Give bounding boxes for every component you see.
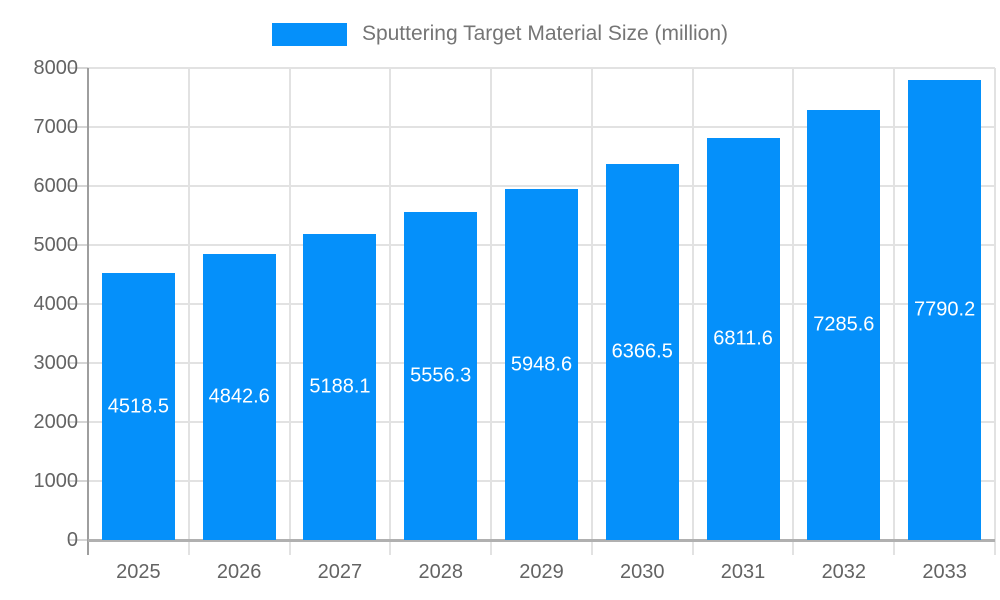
x-gridline (994, 68, 996, 540)
x-gridline (389, 68, 392, 540)
y-axis-tick-label: 8000 (33, 57, 79, 79)
bar[interactable] (101, 273, 175, 540)
legend-series-label: Sputtering Target Material Size (million… (361, 22, 729, 45)
y-axis-tick-label: 7000 (33, 116, 79, 138)
x-axis-tick (490, 540, 493, 555)
y-axis-line (87, 68, 89, 555)
x-axis-tick-label: 2025 (116, 561, 161, 583)
bar-value-label: 6811.6 (713, 327, 773, 350)
bar-value-label: 7285.6 (813, 313, 875, 336)
x-axis-tick-label: 2031 (720, 561, 766, 583)
y-axis-tick (68, 480, 88, 482)
x-axis-tick (792, 540, 795, 555)
bar-value-label: 7790.2 (914, 298, 976, 321)
y-axis-tick-label: 1000 (33, 470, 79, 492)
bar[interactable] (303, 233, 377, 540)
bar-value-label: 6366.5 (611, 340, 673, 363)
bar-value-label: 4842.6 (208, 385, 270, 408)
x-gridline (590, 68, 593, 540)
bar[interactable] (202, 254, 276, 540)
x-axis-tick-label: 2033 (922, 561, 967, 583)
x-gridline (691, 68, 694, 540)
bar-value-label: 5188.1 (309, 375, 371, 398)
bar[interactable] (908, 80, 982, 540)
x-gridline (288, 68, 291, 540)
x-axis-tick (590, 540, 593, 555)
y-axis-tick (68, 539, 88, 541)
bar[interactable] (404, 212, 478, 540)
bar[interactable] (706, 138, 780, 540)
y-axis-tick (68, 303, 88, 305)
y-axis-tick (68, 421, 88, 423)
x-axis-tick-label: 2032 (821, 561, 867, 583)
y-axis-tick (68, 185, 88, 187)
bar[interactable] (807, 110, 881, 540)
bar-value-label: 5556.3 (410, 364, 472, 387)
y-axis-tick-label: 4000 (33, 293, 79, 315)
x-axis-tick (893, 540, 896, 555)
x-axis-tick (994, 540, 996, 555)
x-axis-line (88, 539, 995, 542)
chart-legend: Sputtering Target Material Size (million… (0, 22, 1000, 46)
x-gridline (490, 68, 493, 540)
x-axis-tick (187, 540, 190, 555)
x-axis-tick (389, 540, 392, 555)
x-axis-tick-label: 2028 (418, 561, 463, 583)
x-axis-tick-label: 2027 (317, 561, 363, 583)
x-gridline (792, 68, 795, 540)
x-gridline (187, 68, 190, 540)
bar[interactable] (605, 164, 679, 540)
bar[interactable] (505, 189, 578, 540)
y-axis-tick-label: 2000 (33, 411, 79, 433)
x-axis-tick (288, 540, 291, 555)
y-gridline (88, 67, 995, 69)
y-axis-tick-label: 5000 (33, 234, 79, 256)
y-axis-tick (68, 126, 88, 128)
y-axis-tick (68, 362, 88, 364)
legend-swatch-icon (271, 22, 347, 46)
y-axis-tick-label: 6000 (33, 175, 79, 197)
y-gridline (88, 126, 995, 128)
bar-value-label: 4518.5 (107, 395, 169, 418)
y-axis-tick-label: 0 (66, 529, 78, 551)
bar-value-label: 5948.6 (510, 353, 573, 376)
x-axis-tick-label: 2026 (216, 561, 262, 583)
y-axis-tick-label: 3000 (33, 352, 79, 374)
x-axis-tick (691, 540, 694, 555)
x-axis-tick-label: 2029 (519, 561, 564, 583)
y-axis-tick (68, 244, 88, 246)
x-axis-tick-label: 2030 (620, 561, 665, 583)
y-axis-tick (68, 67, 88, 69)
x-gridline (893, 68, 896, 540)
y-gridline (88, 185, 995, 187)
